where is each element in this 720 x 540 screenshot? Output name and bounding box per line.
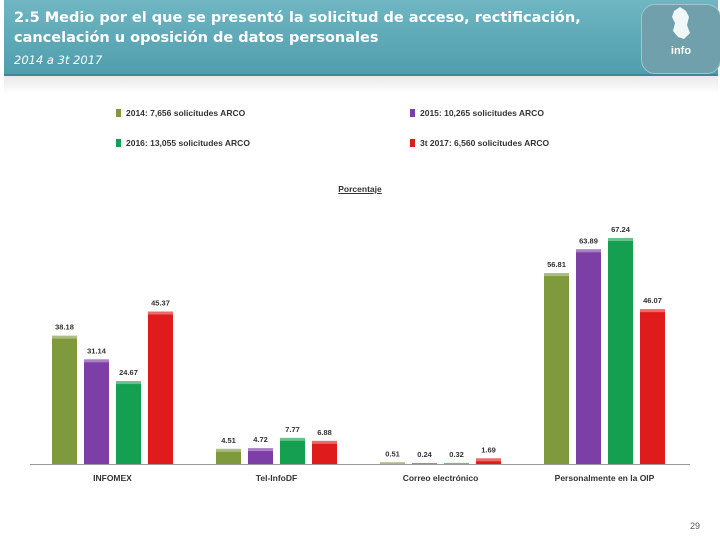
legend-item-2014: 2014: 7,656 solicitudes ARCO [116,108,245,118]
legend-swatch [116,139,121,147]
bar-highlight [148,311,173,315]
logo-text: info [670,45,692,57]
chart-title: Porcentaje [338,184,382,194]
map-icon [672,7,690,39]
bar-highlight [248,448,273,452]
data-label: 1.69 [481,445,496,454]
category-label: Tel-InfoDF [256,473,297,483]
bar-highlight [84,359,109,363]
slide-subtitle: 2014 a 3t 2017 [14,53,103,67]
data-label: 38.18 [55,323,74,332]
bar-highlight [116,381,141,385]
slide-title: 2.5 Medio por el que se presentó la soli… [14,10,581,46]
bar-2-3 [476,458,501,464]
slide-header: 2.5 Medio por el que se presentó la soli… [4,0,720,76]
data-label: 6.88 [317,428,332,437]
data-label: 67.24 [611,225,631,234]
info-logo: info [641,4,720,74]
bar-highlight [640,309,665,313]
legend-item-2016: 2016: 13,055 solicitudes ARCO [116,138,250,148]
bar-3-3 [640,309,665,464]
bar-highlight [576,249,601,253]
bar-highlight [52,335,77,339]
bar-3-1 [576,249,601,464]
legend-label: 2016: 13,055 solicitudes ARCO [126,138,250,148]
data-label: 63.89 [579,236,598,245]
bar-3-2 [608,238,633,464]
category-label: Personalmente en la OIP [555,473,655,483]
bar-highlight [412,463,437,464]
bar-0-0 [52,335,77,464]
legend-label: 3t 2017: 6,560 solicitudes ARCO [420,138,550,148]
bar-1-0 [216,448,241,464]
bar-0-1 [84,359,109,464]
legend-swatch [116,109,121,117]
data-label: 4.72 [253,435,268,444]
bar-2-2 [444,462,469,464]
bar-3-0 [544,273,569,464]
data-label: 0.51 [385,449,400,458]
legend-label: 2015: 10,265 solicitudes ARCO [420,108,544,118]
legend-swatch [410,139,415,147]
bar-highlight [380,462,405,464]
category-label: Correo electrónico [403,473,479,483]
bar-highlight [312,440,337,444]
legend-item-2017: 3t 2017: 6,560 solicitudes ARCO [410,138,549,148]
bar-2-1 [412,463,437,464]
bar-1-2 [280,437,305,464]
bar-highlight [476,458,501,462]
data-label: 46.07 [643,296,662,305]
data-label: 24.67 [119,368,138,377]
bar-highlight [544,273,569,277]
data-label: 45.37 [151,299,170,308]
data-label: 4.51 [221,436,236,445]
category-label: INFOMEX [93,473,132,483]
data-label: 0.32 [449,450,464,459]
data-label: 7.77 [285,425,300,434]
bar-highlight [280,437,305,441]
page-number: 29 [690,521,701,531]
bar-2-0 [380,462,405,464]
bar-highlight [608,238,633,241]
data-label: 56.81 [547,260,566,269]
legend-item-2015: 2015: 10,265 solicitudes ARCO [410,108,544,118]
data-label: 31.14 [87,346,107,355]
header-shadow [4,76,718,94]
bar-0-2 [116,381,141,464]
legend-label: 2014: 7,656 solicitudes ARCO [126,108,246,118]
bar-0-3 [148,311,173,464]
bar-1-1 [248,448,273,464]
legend-swatch [410,109,415,117]
bar-1-3 [312,440,337,464]
bar-highlight [444,462,469,464]
data-label: 0.24 [417,450,432,459]
bar-highlight [216,448,241,452]
